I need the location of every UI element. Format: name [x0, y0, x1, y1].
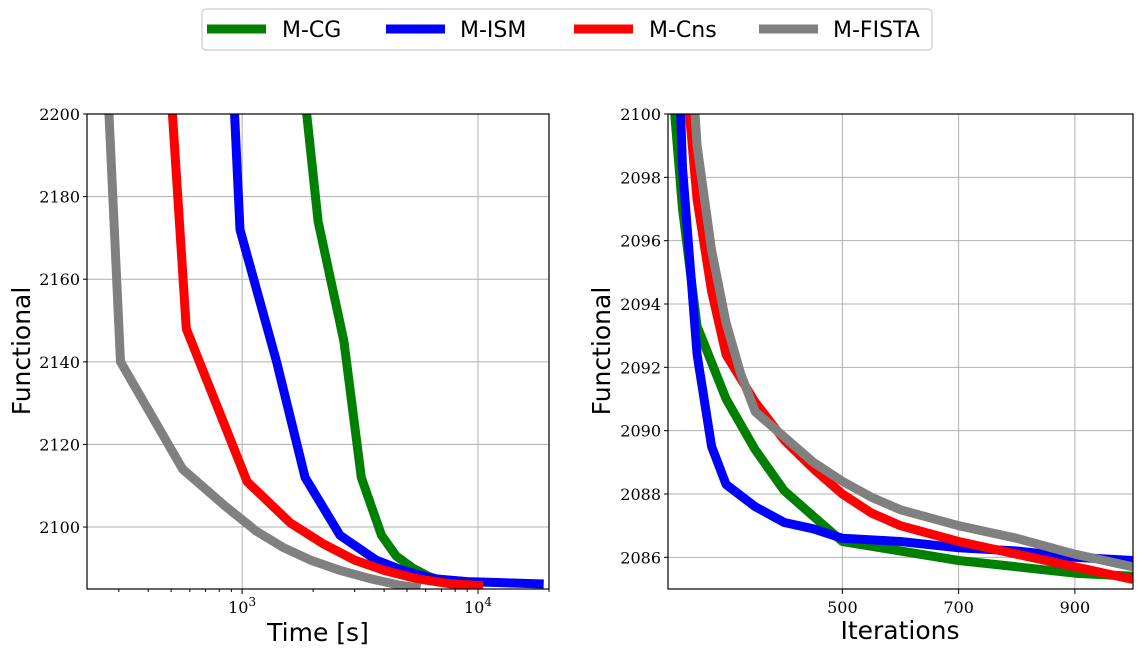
axes-frame-iterations — [667, 113, 1134, 590]
series-line-m-fista-iterations — [690, 114, 1133, 572]
y-tick-label-time: 2160 — [39, 270, 80, 289]
y-tick-label-iterations: 2096 — [620, 232, 661, 251]
x-tick-label-iterations: 900 — [1060, 598, 1091, 617]
legend-entry-m-cns: M-Cns — [574, 18, 717, 43]
series-time — [104, 114, 544, 589]
legend-label-m-cg: M-CG — [282, 18, 341, 43]
ticks-iterations: 2086 2088 2090 2092 2094 2096 2098 2100 500 700 90… — [620, 105, 1090, 617]
legend-label-m-cns: M-Cns — [649, 18, 717, 43]
y-tick-label-iterations: 2090 — [620, 422, 661, 441]
y-tick-label-time: 2120 — [39, 435, 80, 454]
series-line-m-ism-iterations — [676, 114, 1133, 565]
legend-frame — [201, 8, 933, 51]
x-tick-label-iterations: 700 — [943, 598, 974, 617]
y-tick-label-time: 2140 — [39, 353, 80, 372]
y-tick-label-time: 2180 — [39, 188, 80, 207]
y-axis-label-iterations: Functional — [587, 287, 616, 416]
legend-entry-m-fista: M-FISTA — [759, 18, 920, 43]
y-tick-label-iterations: 2092 — [620, 358, 661, 377]
series-line-m-cg-iterations — [670, 114, 1133, 581]
x-axis-label-time: Time [s] — [266, 618, 369, 647]
x-axis-label-iterations: Iterations — [840, 616, 959, 645]
series-iterations — [670, 114, 1133, 584]
y-axis-label-time: Functional — [7, 287, 36, 416]
legend: M-CG M-ISM M-Cns M-FISTA — [201, 8, 933, 51]
chart-iterations: 2086 2088 2090 2092 2094 2096 2098 2100 500 700 90… — [587, 105, 1134, 645]
series-line-m-fista-time — [104, 114, 422, 589]
legend-entry-m-cg: M-CG — [207, 18, 341, 43]
x-tick-label-time: 103 — [228, 595, 256, 617]
y-tick-label-iterations: 2094 — [620, 295, 661, 314]
y-tick-label-time: 2200 — [39, 105, 80, 124]
series-line-m-cns-iterations — [684, 114, 1133, 584]
legend-label-m-ism: M-ISM — [460, 18, 526, 43]
series-line-m-cns-time — [167, 114, 484, 589]
legend-label-m-fista: M-FISTA — [833, 18, 920, 43]
ticks-time: 2100 2120 2140 2160 2180 2200 103 104 — [39, 105, 550, 617]
x-tick-label-time: 104 — [464, 595, 492, 617]
legend-entry-m-ism: M-ISM — [386, 18, 526, 43]
x-tick-label-iterations: 500 — [827, 598, 858, 617]
y-tick-label-time: 2100 — [39, 518, 80, 537]
y-tick-label-iterations: 2086 — [620, 548, 661, 567]
axes-frame-time — [86, 113, 550, 590]
y-tick-label-iterations: 2100 — [620, 105, 661, 124]
y-tick-label-iterations: 2088 — [620, 485, 661, 504]
y-tick-label-iterations: 2098 — [620, 168, 661, 187]
